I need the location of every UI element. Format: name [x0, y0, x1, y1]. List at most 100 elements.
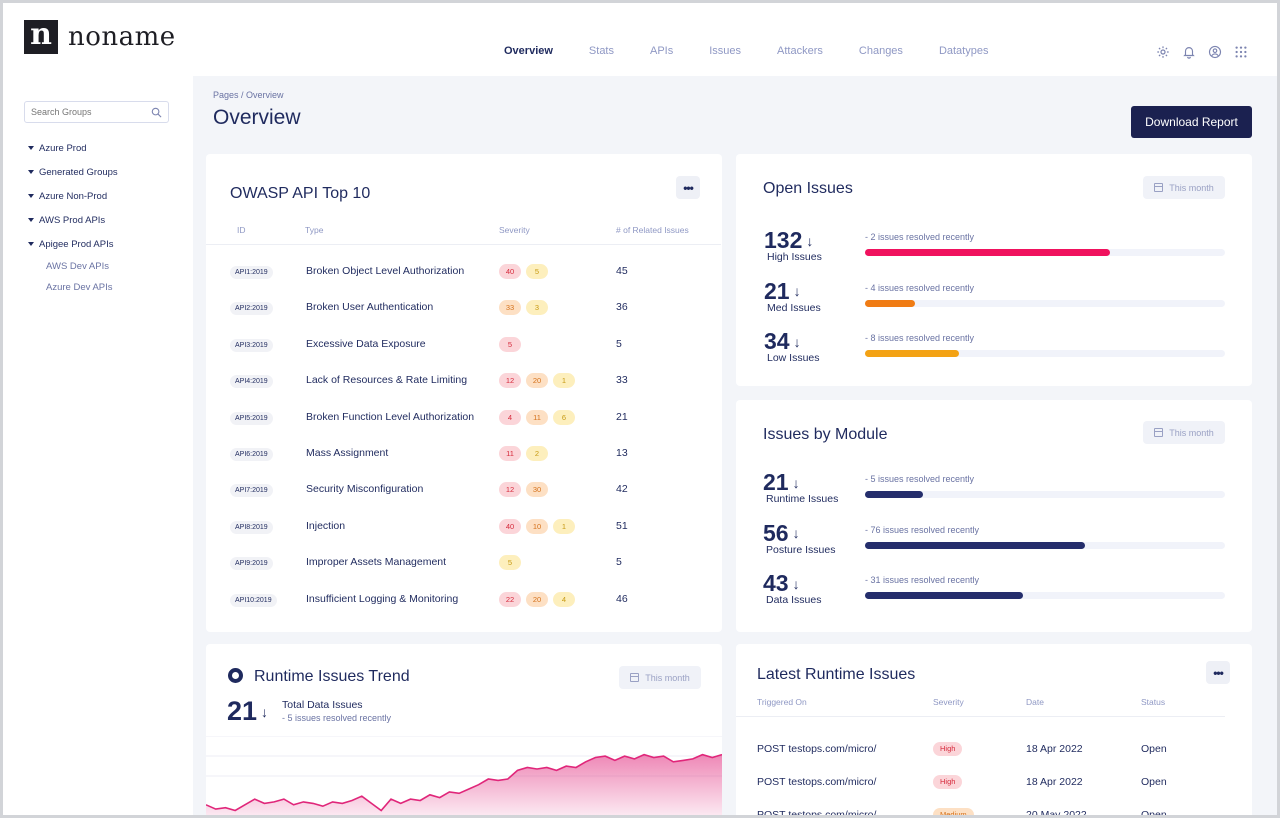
sidebar-group-label: Apigee Prod APIs [39, 238, 114, 250]
severity-pill: 11 [526, 409, 548, 425]
stat-label: Posture Issues [766, 543, 836, 556]
owasp-row[interactable]: API9:2019 Improper Assets Management 5 5 [206, 550, 721, 586]
progress-track [865, 350, 1225, 357]
owasp-type: Mass Assignment [306, 447, 389, 459]
issue-status: Open [1141, 776, 1167, 788]
header-type: Type [305, 225, 324, 235]
stat-note: - 76 issues resolved recently [865, 524, 980, 535]
open-issues-period-button[interactable]: This month [1143, 176, 1225, 199]
owasp-more-button[interactable]: ••• [676, 176, 700, 199]
stat-value: 43 ↓ [763, 570, 800, 597]
search-groups[interactable] [24, 101, 169, 123]
calendar-icon [1154, 183, 1164, 192]
owasp-row[interactable]: API4:2019 Lack of Resources & Rate Limiti… [206, 368, 721, 404]
nav-apis[interactable]: APIs [650, 45, 674, 57]
owasp-row[interactable]: API3:2019 Excessive Data Exposure 5 5 [206, 332, 721, 368]
severity-pill: 12 [499, 482, 521, 498]
noname-logo[interactable]: n noname [24, 20, 176, 54]
nav-changes[interactable]: Changes [858, 45, 903, 57]
header-severity: Severity [933, 697, 964, 707]
owasp-table-header: ID Type Severity # of Related Issues [206, 225, 721, 245]
sidebar-subitem[interactable]: AWS Dev APIs [46, 261, 109, 272]
bell-icon[interactable] [1182, 45, 1196, 59]
severity-pill: 33 [499, 300, 521, 316]
severity-cell: Medium [933, 808, 974, 818]
search-icon[interactable] [151, 107, 162, 118]
related-issues-count: 51 [616, 519, 628, 532]
progress-fill [865, 249, 1110, 256]
download-report-button[interactable]: Download Report [1131, 106, 1252, 138]
arrow-down-icon: ↓ [261, 703, 269, 720]
severity-pills: 11 2 [499, 446, 553, 461]
severity-pill: 12 [499, 373, 521, 389]
sidebar-group-label: Generated Groups [39, 166, 118, 178]
trend-period-button[interactable]: This month [619, 666, 701, 689]
user-icon[interactable] [1208, 45, 1222, 59]
trend-note: - 5 issues resolved recently [282, 713, 392, 723]
latest-more-button[interactable]: ••• [1206, 661, 1230, 684]
owasp-row[interactable]: API5:2019 Broken Function Level Authoriza… [206, 405, 721, 441]
nav-stats[interactable]: Stats [588, 45, 614, 57]
owasp-type: Injection [306, 519, 346, 532]
severity-pill: 4 [553, 591, 575, 607]
api-id-badge: API3:2019 [230, 338, 273, 352]
search-groups-input[interactable] [31, 107, 151, 117]
severity-pill: 40 [499, 518, 521, 534]
sidebar-subitem[interactable]: Azure Dev APIs [46, 282, 113, 293]
calendar-icon [1154, 428, 1164, 437]
more-dots-icon: ••• [683, 180, 694, 195]
latest-issue-row[interactable]: POST testops.com/micro/Medium 20 May 2022… [736, 788, 1225, 818]
progress-fill [865, 541, 1085, 549]
group-tree: Azure Prod Generated Groups Azure Non-Prod… [28, 136, 118, 298]
api-id-badge: API4:2019 [230, 375, 273, 389]
nav-overview[interactable]: Overview [504, 45, 553, 57]
severity-pill: 40 [499, 264, 521, 279]
issue-date: 18 Apr 2022 [1026, 743, 1083, 755]
triggered-on: POST testops.com/micro/ [757, 776, 877, 788]
owasp-row[interactable]: API6:2019 Mass Assignment 11 2 13 [206, 441, 721, 477]
owasp-type: Insufficient Logging & Monitoring [306, 592, 459, 605]
progress-fill [865, 592, 1024, 599]
nav-datatypes[interactable]: Datatypes [938, 45, 989, 57]
page-title: Overview [213, 106, 301, 129]
stat-number: 132 [764, 227, 803, 253]
stat-value: 56 ↓ [763, 520, 800, 547]
sidebar-group[interactable]: Generated Groups [28, 160, 118, 184]
severity-pills: 22 20 4 [499, 591, 580, 607]
nav-attackers[interactable]: Attackers [777, 45, 823, 57]
apps-grid-icon[interactable] [1234, 45, 1248, 59]
nav-issues[interactable]: Issues [709, 45, 742, 57]
period-label: This month [1169, 182, 1214, 193]
severity-pill: 11 [499, 446, 521, 461]
logo-text: noname [68, 22, 176, 52]
latest-issue-row[interactable]: POST testops.com/micro/High 18 Apr 2022 Op… [736, 722, 1225, 756]
severity-pill: 5 [499, 336, 521, 352]
owasp-row[interactable]: API10:2019 Insufficient Logging & Monitor… [206, 587, 721, 623]
progress-track [865, 299, 1225, 307]
open-issues-card: Open Issues This month 132 ↓ High Issues - … [736, 154, 1252, 386]
sidebar-group-label: Azure Prod [39, 142, 87, 154]
owasp-row[interactable]: API8:2019 Injection 40 10 1 51 [206, 514, 721, 550]
latest-issue-row[interactable]: POST testops.com/micro/High 18 Apr 2022 Op… [736, 755, 1225, 789]
arrow-down-icon: ↓ [792, 474, 800, 491]
calendar-icon [630, 673, 640, 682]
stat-label: Data Issues [766, 594, 822, 606]
logo-mark: n [24, 20, 58, 54]
related-issues-count: 45 [616, 265, 628, 277]
owasp-row[interactable]: API2:2019 Broken User Authentication 33 3 36 [206, 295, 721, 331]
owasp-row[interactable]: API7:2019 Security Misconfiguration 12 30 42 [206, 477, 721, 513]
sidebar-group[interactable]: Apigee Prod APIs [28, 232, 118, 256]
severity-pill: 5 [526, 264, 548, 279]
severity-pill: 4 [499, 409, 521, 425]
sidebar-group[interactable]: Azure Non-Prod [28, 184, 118, 208]
owasp-row[interactable]: API1:2019 Broken Object Level Authorizati… [206, 259, 721, 295]
arrow-down-icon: ↓ [793, 333, 801, 350]
related-issues-count: 21 [616, 410, 628, 423]
sidebar-group[interactable]: Azure Prod [28, 136, 118, 160]
sidebar-group[interactable]: AWS Prod APIs [28, 208, 118, 232]
gear-icon[interactable] [1156, 45, 1170, 59]
severity-pills: 12 20 1 [499, 373, 580, 389]
modules-period-button[interactable]: This month [1143, 421, 1225, 444]
breadcrumb[interactable]: Pages / Overview [213, 90, 284, 100]
trend-total-value: 21 ↓ [227, 696, 268, 727]
